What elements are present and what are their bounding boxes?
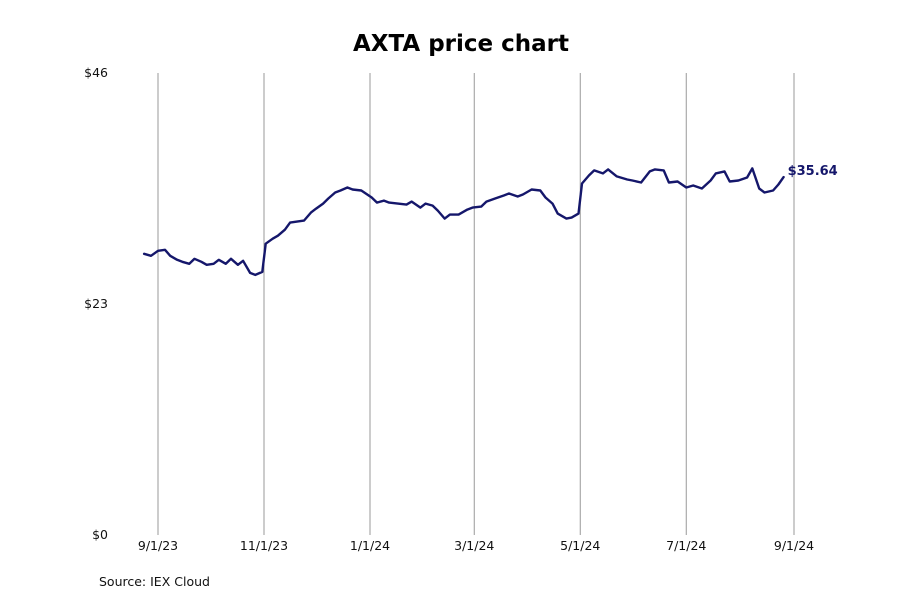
y-tick-label: $23 bbox=[84, 296, 108, 311]
last-price-label: $35.64 bbox=[788, 164, 838, 179]
x-axis-ticks: 9/1/23 11/1/23 1/1/24 3/1/24 5/1/24 7/1/24 9/1… bbox=[138, 538, 814, 553]
y-tick-label: $0 bbox=[92, 527, 108, 542]
y-tick-label: $46 bbox=[84, 65, 108, 80]
x-tick-label: 9/1/23 bbox=[138, 538, 178, 553]
x-tick-label: 9/1/24 bbox=[774, 538, 814, 553]
x-tick-label: 7/1/24 bbox=[666, 538, 706, 553]
gridlines bbox=[157, 73, 795, 535]
x-tick-label: 5/1/24 bbox=[560, 538, 600, 553]
chart-title: AXTA price chart bbox=[353, 31, 569, 57]
source-note: Source: IEX Cloud bbox=[99, 574, 210, 589]
x-tick-label: 3/1/24 bbox=[454, 538, 494, 553]
y-axis-ticks: $0 $23 $46 bbox=[84, 65, 108, 542]
x-tick-label: 1/1/24 bbox=[350, 538, 390, 553]
x-tick-label: 11/1/23 bbox=[240, 538, 288, 553]
price-series-line bbox=[142, 167, 785, 277]
